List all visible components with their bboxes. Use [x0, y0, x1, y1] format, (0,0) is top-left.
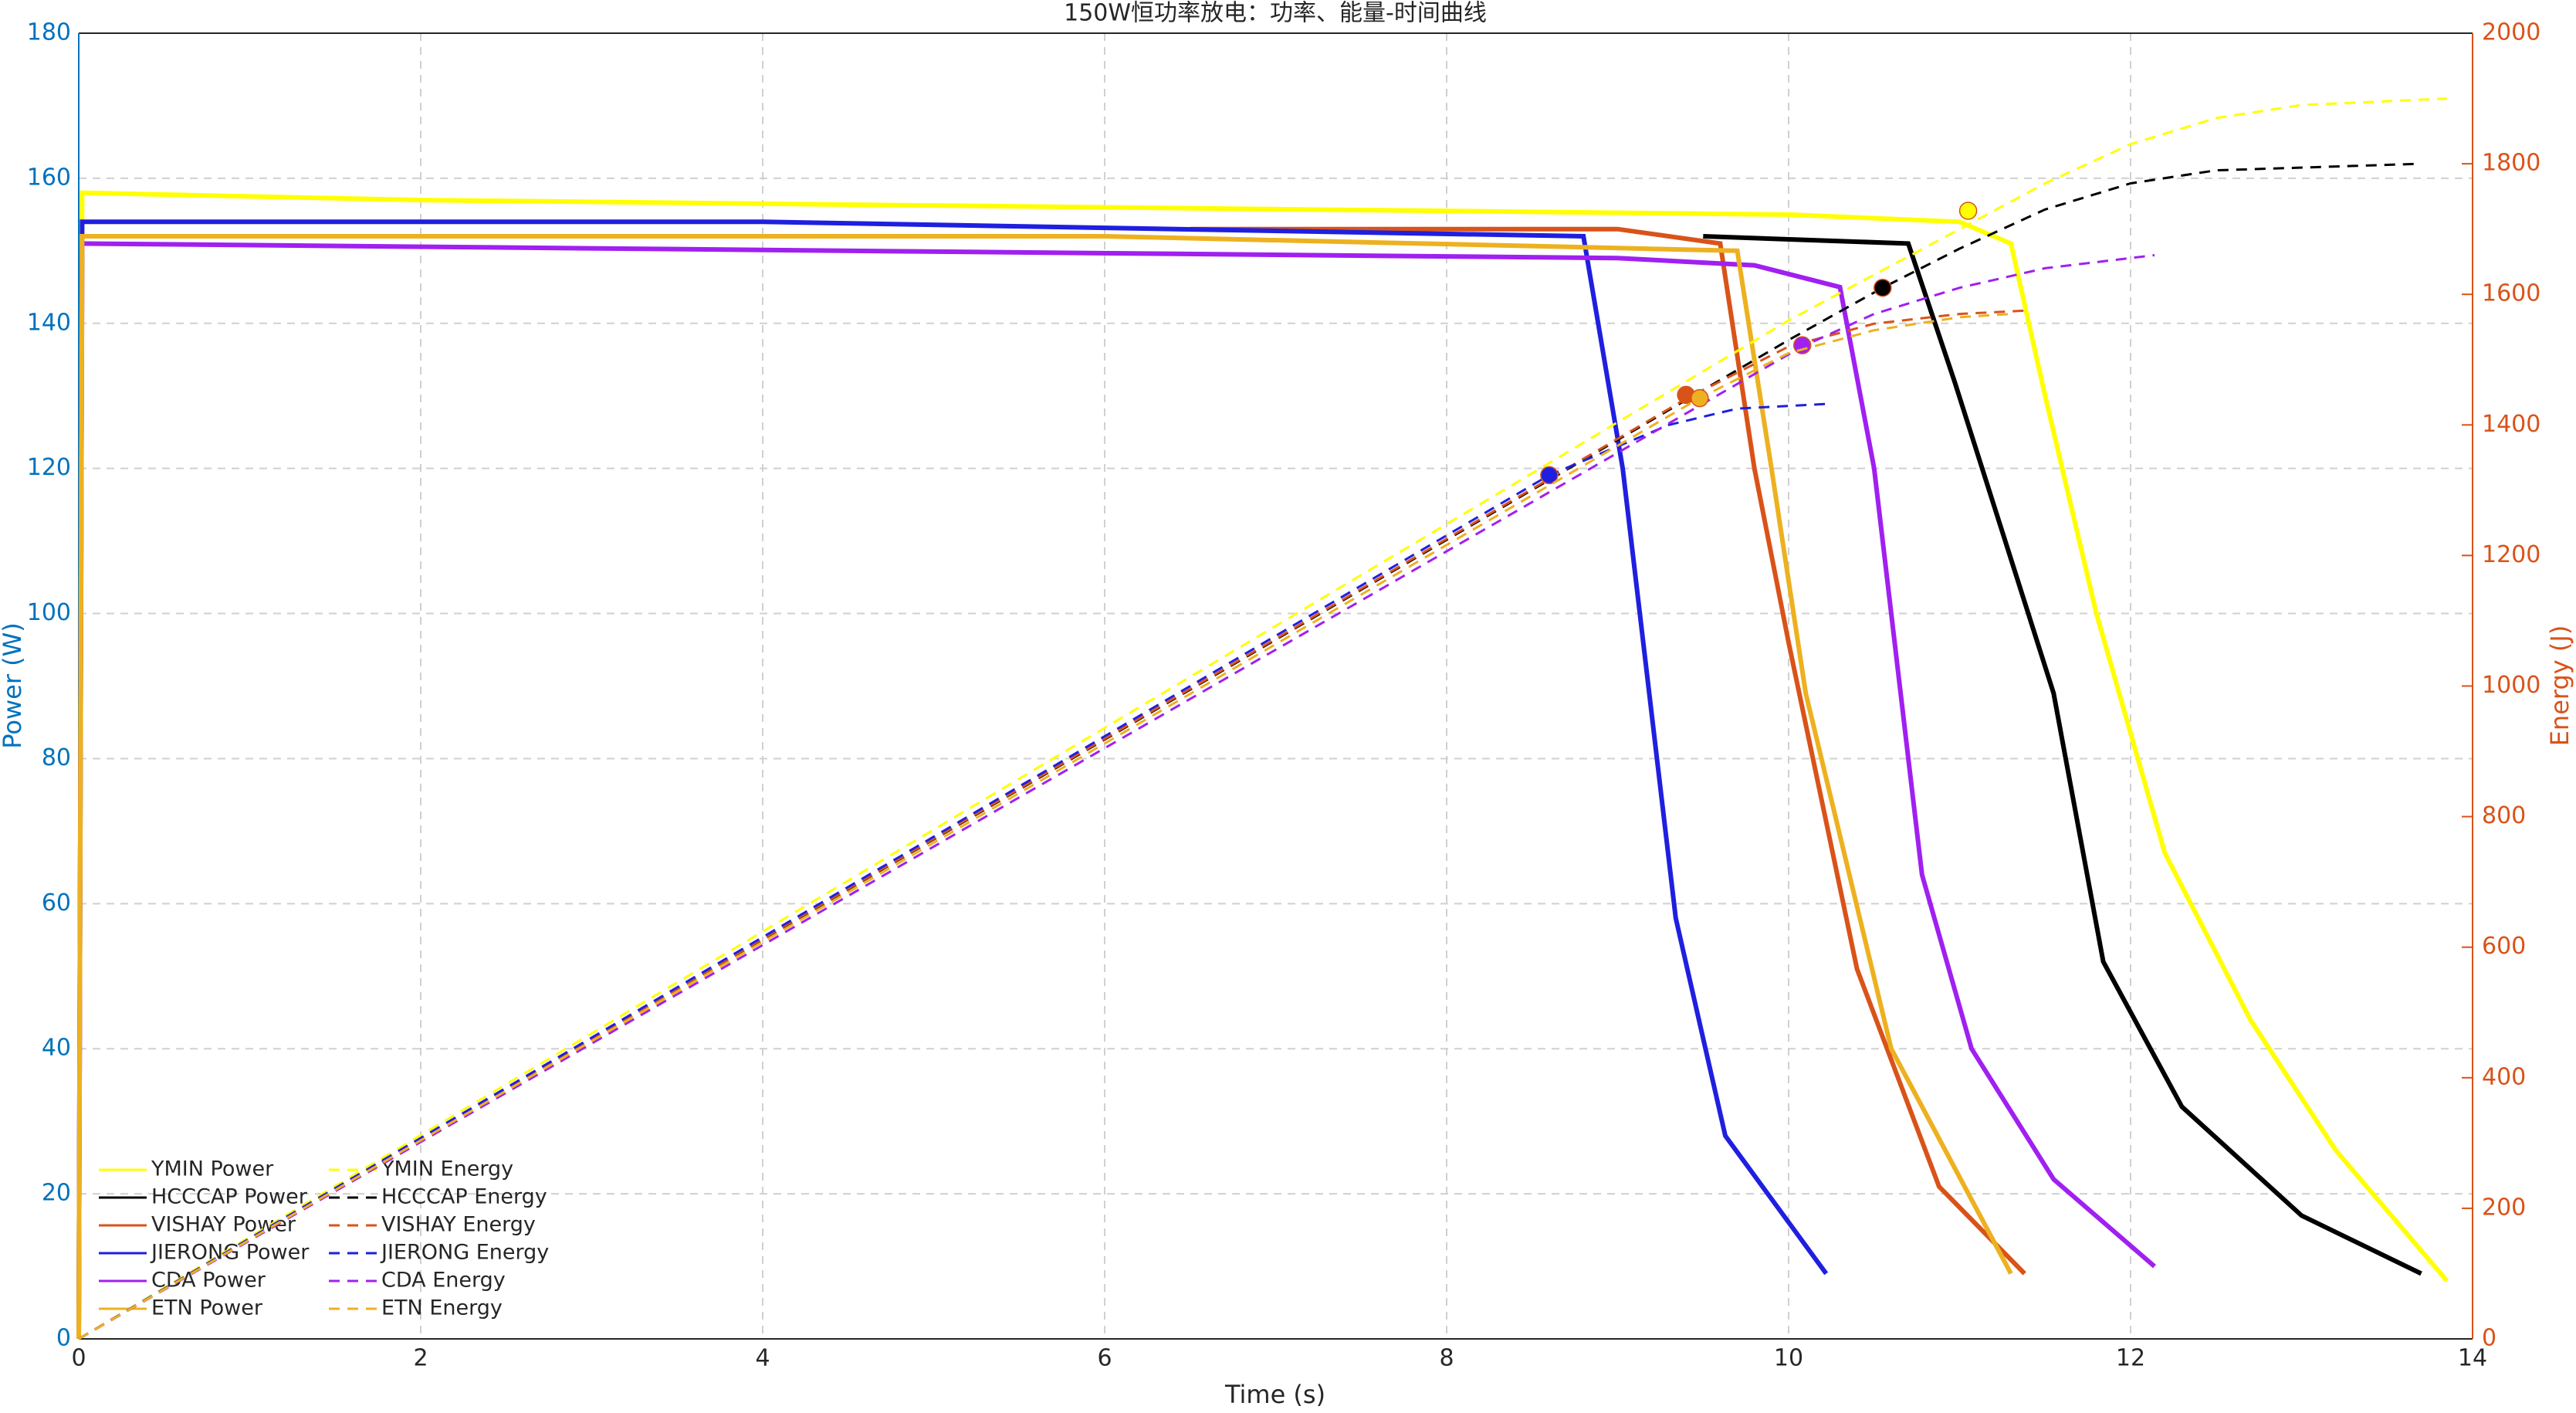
- legend-label: YMIN Energy: [381, 1157, 513, 1181]
- y2-tick-label: 1800: [2482, 150, 2540, 177]
- power-line: [76, 190, 2449, 1340]
- energy-marker: [1691, 388, 1709, 408]
- legend-label: CDA Power: [151, 1269, 266, 1293]
- power-line: [1190, 226, 2026, 1276]
- x-tick-label: 0: [71, 1345, 86, 1372]
- y2-tick-label: 600: [2482, 933, 2526, 960]
- x-tick-label: 4: [755, 1345, 770, 1372]
- y-tick-label: 120: [27, 454, 71, 481]
- y-tick-label: 140: [27, 309, 71, 336]
- power-line: [76, 241, 2156, 1340]
- y-tick-label: 60: [42, 889, 71, 917]
- energy-marker: [1540, 466, 1559, 485]
- y2-tick-label: 1200: [2482, 541, 2540, 568]
- x-tick-label: 2: [413, 1345, 428, 1372]
- x-axis-label: Time (s): [1224, 1380, 1325, 1409]
- y2-tick-label: 1000: [2482, 672, 2540, 699]
- y-tick-label: 0: [56, 1325, 71, 1352]
- y-tick-label: 180: [27, 19, 71, 46]
- legend-label: ETN Energy: [381, 1296, 503, 1320]
- power-line: [1703, 234, 2422, 1276]
- energy-marker: [1958, 202, 1978, 220]
- y-tick-label: 20: [42, 1180, 71, 1207]
- energy-line: [78, 97, 2447, 1340]
- energy-line: [78, 313, 2012, 1340]
- legend-label: JIERONG Energy: [380, 1241, 549, 1265]
- legend-label: CDA Energy: [381, 1269, 506, 1293]
- legend-label: HCCCAP Energy: [381, 1185, 547, 1209]
- y-tick-label: 160: [27, 164, 71, 191]
- chart-title: 150W恒功率放电：功率、能量-时间曲线: [1064, 0, 1487, 27]
- energy-line: [78, 162, 2422, 1340]
- y-axis-label: Power (W): [0, 622, 27, 749]
- y2-tick-label: 1600: [2482, 280, 2540, 307]
- energy-line: [78, 309, 2025, 1340]
- y2-tick-label: 200: [2482, 1194, 2526, 1221]
- legend-label: YMIN Power: [151, 1157, 274, 1181]
- energy-marker: [1792, 336, 1812, 354]
- y2-axis-label: Energy (J): [2545, 625, 2574, 747]
- legend-label: VISHAY Energy: [381, 1213, 536, 1237]
- y2-tick-label: 1400: [2482, 411, 2540, 438]
- legend-label: HCCCAP Power: [151, 1185, 308, 1209]
- x-tick-label: 10: [1774, 1345, 1803, 1372]
- x-tick-label: 8: [1439, 1345, 1454, 1372]
- y-tick-label: 40: [42, 1035, 71, 1062]
- y2-tick-label: 0: [2482, 1325, 2496, 1352]
- energy-line: [78, 402, 1826, 1340]
- y2-tick-label: 2000: [2482, 19, 2540, 46]
- y-tick-label: 100: [27, 599, 71, 626]
- y-tick-label: 80: [42, 744, 71, 771]
- power-line: [76, 219, 1829, 1340]
- power-line: [76, 234, 2013, 1340]
- energy-marker: [1874, 278, 1892, 297]
- x-tick-label: 6: [1097, 1345, 1112, 1372]
- y2-tick-label: 800: [2482, 802, 2526, 829]
- legend-label: ETN Power: [151, 1296, 263, 1320]
- x-tick-label: 12: [2116, 1345, 2145, 1372]
- energy-line: [78, 254, 2155, 1340]
- y2-tick-label: 400: [2482, 1063, 2526, 1090]
- x-tick-label: 14: [2458, 1345, 2487, 1372]
